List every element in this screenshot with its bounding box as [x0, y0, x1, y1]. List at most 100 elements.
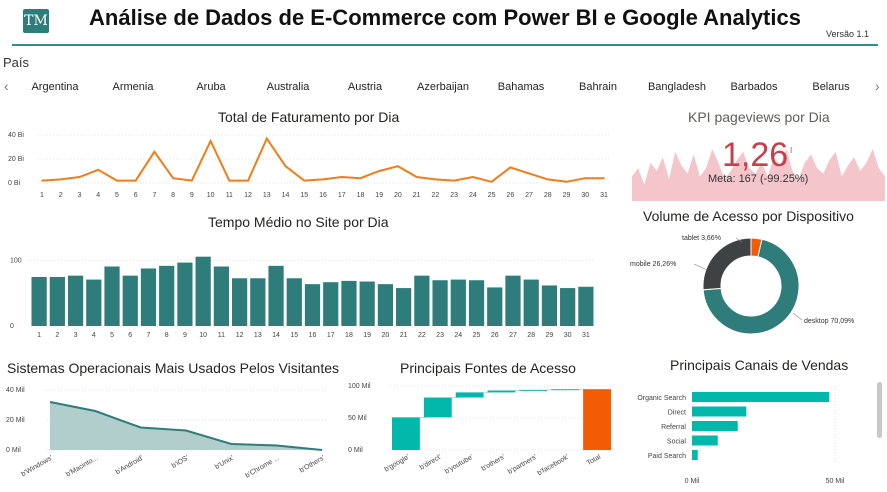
x-tick-label: 24 — [469, 192, 477, 199]
channel-bar — [692, 435, 718, 446]
x-tick-label: b'Macinto... — [65, 455, 99, 479]
country-item[interactable]: Argentina — [31, 81, 79, 93]
x-tick-label: 21 — [413, 192, 421, 199]
x-tick-label: b'Chrome ... — [244, 455, 280, 480]
x-tick-label: 20 — [394, 192, 402, 199]
country-item[interactable]: Armenia — [112, 81, 154, 93]
x-tick-label: b'others' — [480, 454, 506, 473]
x-tick-label: 3 — [74, 332, 78, 339]
x-tick-label: 14 — [272, 332, 280, 339]
data-point — [116, 179, 118, 182]
x-tick-label: 4 — [96, 192, 100, 199]
x-tick-label: Total — [586, 453, 603, 467]
channels-bar-chart[interactable]: Organic Search Direct Referral Social Paid S… — [630, 378, 875, 488]
time-bar — [323, 282, 339, 326]
country-item[interactable]: Bangladesh — [647, 81, 707, 93]
x-tick-label: b'partners' — [507, 454, 538, 476]
data-point — [303, 179, 306, 182]
x-tick-label: 25 — [473, 332, 481, 339]
kpi-trend-area — [632, 148, 885, 201]
sources-waterfall-chart[interactable]: 100 Mil 50 Mil 0 Mil b'google' b'direct' b'yo… — [345, 378, 620, 488]
y-tick-label: 40 Bi — [8, 132, 24, 139]
x-tick-label: 28 — [527, 332, 535, 339]
country-item[interactable]: Bahamas — [497, 81, 545, 93]
device-donut-chart[interactable]: desktop 70,09% mobile 26,26% tablet 3,66% — [630, 228, 885, 343]
country-item[interactable]: Austria — [347, 81, 383, 93]
x-tick-label: 27 — [509, 332, 517, 339]
x-tick-label: 17 — [338, 192, 346, 199]
x-tick-label: 22 — [432, 192, 440, 199]
y-tick-label: 50 Mil — [348, 415, 367, 422]
slicer-left-arrow-icon[interactable]: ‹ — [4, 78, 9, 94]
x-tick-label: 9 — [183, 332, 187, 339]
x-tick-label: 8 — [171, 192, 175, 199]
x-tick-label: 6 — [134, 192, 138, 199]
y-tick-label: Organic Search — [637, 395, 686, 402]
x-tick-label: 19 — [363, 332, 371, 339]
y-tick-label: 100 — [10, 258, 22, 265]
data-point — [78, 176, 81, 178]
device-chart-title: Volume de Acesso por Dispositivo — [643, 208, 854, 224]
country-item[interactable]: Bahrain — [579, 81, 617, 93]
y-tick-label: Social — [667, 439, 687, 446]
channel-bar — [692, 450, 698, 460]
kpi-value: 1,26 — [722, 136, 789, 174]
country-item[interactable]: Belarus — [812, 81, 850, 93]
y-tick-label: 0 Mil — [348, 447, 363, 454]
data-point — [378, 170, 381, 172]
x-tick-label: 18 — [357, 192, 365, 199]
os-chart-title: Sistemas Operacionais Mais Usados Pelos … — [7, 360, 340, 376]
country-item[interactable]: Aruba — [196, 81, 226, 93]
revenue-chart-title: Total de Faturamento por Dia — [218, 109, 400, 125]
time-bar — [140, 268, 157, 326]
data-point — [434, 178, 437, 181]
app-logo: TM — [23, 9, 49, 33]
x-tick-label: 12 — [244, 192, 252, 199]
time-bar — [304, 284, 321, 326]
x-tick-label: 7 — [147, 332, 151, 339]
source-bar — [455, 392, 484, 398]
time-bar — [268, 265, 284, 326]
os-area-line — [49, 401, 323, 451]
data-point — [565, 181, 568, 183]
kpi-pageviews-card[interactable] — [632, 128, 885, 201]
time-bar — [250, 278, 266, 326]
data-point — [209, 140, 212, 142]
x-tick-label: b'Others' — [299, 455, 326, 475]
time-bar — [341, 280, 357, 326]
x-tick-label: 3 — [78, 192, 82, 199]
time-bar — [450, 279, 466, 326]
country-item[interactable]: Australia — [266, 81, 310, 93]
slicer-right-arrow-icon[interactable]: › — [875, 78, 880, 94]
source-bar — [583, 389, 611, 450]
source-bar — [487, 390, 516, 393]
channels-scrollbar[interactable] — [877, 382, 882, 438]
time-bar — [359, 281, 375, 326]
data-point — [509, 166, 512, 169]
x-tick-label: b'iOS' — [171, 455, 190, 470]
x-tick-label: 9 — [190, 192, 194, 199]
donut-data-label: desktop 70,09% — [804, 318, 854, 325]
country-item[interactable]: Azerbaijan — [417, 81, 469, 93]
country-item[interactable]: Barbados — [730, 81, 778, 93]
donut-slice-tablet — [750, 237, 763, 258]
x-tick-label: 30 — [581, 192, 589, 199]
donut-leader-line — [693, 263, 708, 271]
time-bar — [286, 278, 302, 326]
x-tick-label: b'direct' — [419, 454, 443, 472]
data-point — [528, 172, 530, 175]
data-point — [134, 179, 137, 182]
y-tick-label: 0 — [10, 323, 14, 330]
x-tick-label: 10 — [199, 332, 207, 339]
time-bar — [231, 278, 248, 326]
y-tick-label: 40 Mil — [6, 387, 25, 394]
x-tick-label: 11 — [226, 192, 233, 199]
data-point — [284, 165, 287, 167]
x-tick-label: 12 — [236, 332, 244, 339]
version-label: Versão 1.1 — [826, 29, 870, 39]
donut-leader-line — [792, 312, 803, 321]
time-bar — [560, 288, 576, 326]
